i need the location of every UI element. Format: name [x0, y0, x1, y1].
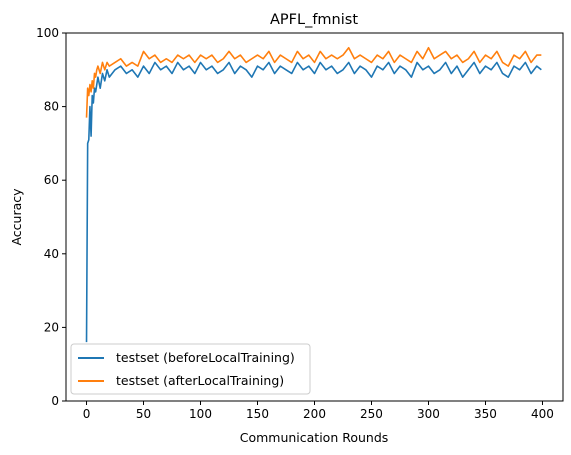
- chart-title: APFL_fmnist: [270, 12, 358, 28]
- ticks-layer: 0 50 100 150 200 250 300 350 400 0 20 40 60 80 100: [36, 26, 554, 421]
- y-tick-label: 60: [44, 173, 59, 187]
- series-line-1: [85, 46, 542, 118]
- legend: testset (beforeLocalTraining) testset (a…: [70, 343, 311, 395]
- y-tick-label: 100: [36, 26, 59, 40]
- x-axis-label: Communication Rounds: [240, 430, 389, 445]
- plot-area: [66, 33, 563, 401]
- y-tick-label: 40: [44, 247, 59, 261]
- legend-label-before: testset (beforeLocalTraining): [116, 350, 295, 365]
- y-axis-label: Accuracy: [9, 188, 24, 246]
- x-tick-label: 400: [531, 407, 554, 421]
- x-tick-label: 200: [303, 407, 326, 421]
- x-tick-label: 100: [189, 407, 212, 421]
- x-tick-label: 300: [417, 407, 440, 421]
- y-tick-label: 80: [44, 100, 59, 114]
- series-line-0: [85, 61, 542, 343]
- y-tick-label: 20: [44, 320, 59, 334]
- series-layer: [85, 46, 542, 343]
- legend-box: [70, 343, 311, 395]
- x-tick-label: 250: [360, 407, 383, 421]
- x-tick-label: 150: [246, 407, 269, 421]
- x-tick-label: 0: [83, 407, 91, 421]
- x-tick-label: 50: [136, 407, 151, 421]
- legend-label-after: testset (afterLocalTraining): [116, 373, 284, 388]
- x-tick-label: 350: [474, 407, 497, 421]
- y-tick-label: 0: [51, 394, 59, 408]
